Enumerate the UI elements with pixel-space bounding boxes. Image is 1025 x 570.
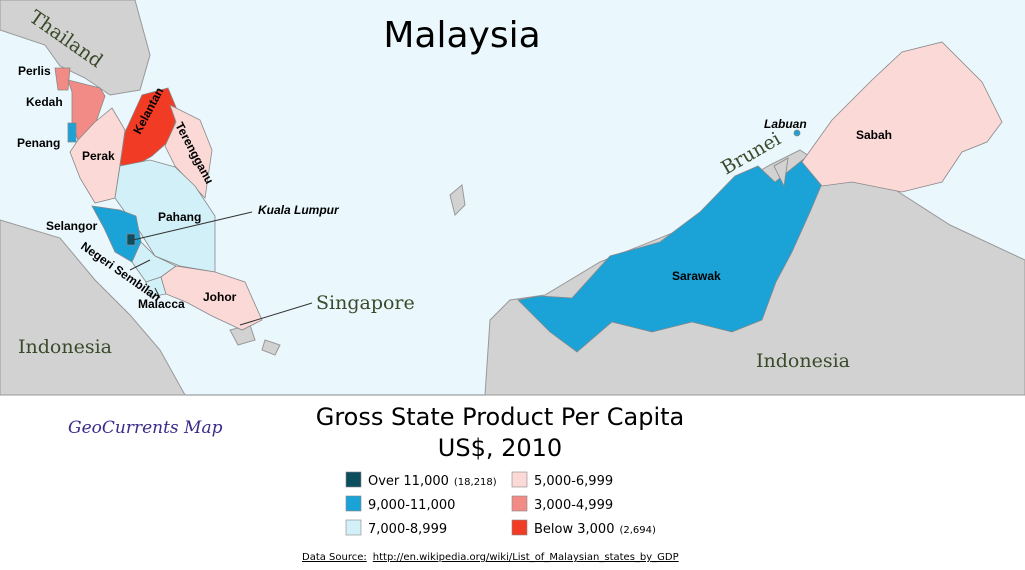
legend-subtitle: US$, 2010 [438,434,562,462]
state-kuala-lumpur [126,233,136,246]
legend-range: 5,000-6,999 [534,474,613,489]
legend-swatch [511,495,528,512]
state-label: Johor [203,290,237,304]
brunei-land [773,157,789,188]
legend-swatch [345,519,362,536]
legend-label: 7,000-8,999 [368,522,447,537]
legend-label: Below 3,000 (2,694) [534,522,656,537]
state-label: Malacca [138,297,185,311]
state-label: Pahang [158,210,201,224]
legend-range: 7,000-8,999 [368,522,447,537]
state-label: Sarawak [672,269,721,283]
legend-swatch [345,471,362,488]
state-label: Kedah [26,95,63,109]
place-label: Indonesia [18,336,112,358]
legend-range: Below 3,000 [534,522,614,537]
state-label: Kuala Lumpur [258,203,340,217]
map-title: Malaysia [383,15,540,56]
state-johor [160,265,263,331]
legend-range: 9,000-11,000 [368,498,455,513]
legend-range: 3,000-4,999 [534,498,613,513]
source-prefix: Data Source: [302,552,367,563]
legend-swatch [511,519,528,536]
legend-note: (2,694) [619,525,656,536]
legend-label: 3,000-4,999 [534,498,613,513]
state-label: Penang [17,136,60,150]
state-label: Perlis [18,64,51,78]
state-label: Perak [82,149,115,163]
leader-lines [129,211,313,326]
source: Data Source: http://en.wikipedia.org/wiki… [302,552,679,563]
state-label: Sabah [856,128,892,142]
credit: GeoCurrents Map [68,418,223,438]
state-label: Labuan [764,117,807,131]
legend: Over 11,000 (18,218) 9,000-11,000 7,000-8,9… [345,471,656,537]
legend-swatch [511,471,528,488]
state-perlis [54,67,71,91]
legend-range: Over 11,000 [368,474,449,489]
source-url[interactable]: http://en.wikipedia.org/wiki/List_of_Mal… [373,552,679,563]
legend-title: Gross State Product Per Capita [316,403,685,431]
state-sarawak [517,149,822,353]
state-sabah [801,41,1003,193]
legend-label: 5,000-6,999 [534,474,613,489]
states [54,41,1003,353]
state-label: Selangor [46,219,98,233]
legend-note: (18,218) [454,477,497,488]
state-penang [67,122,77,143]
legend-swatch [345,495,362,512]
legend-label: Over 11,000 (18,218) [368,474,497,489]
place-label: Indonesia [756,350,850,372]
state-labuan [793,129,801,137]
place-label: Singapore [316,292,415,314]
legend-label: 9,000-11,000 [368,498,455,513]
